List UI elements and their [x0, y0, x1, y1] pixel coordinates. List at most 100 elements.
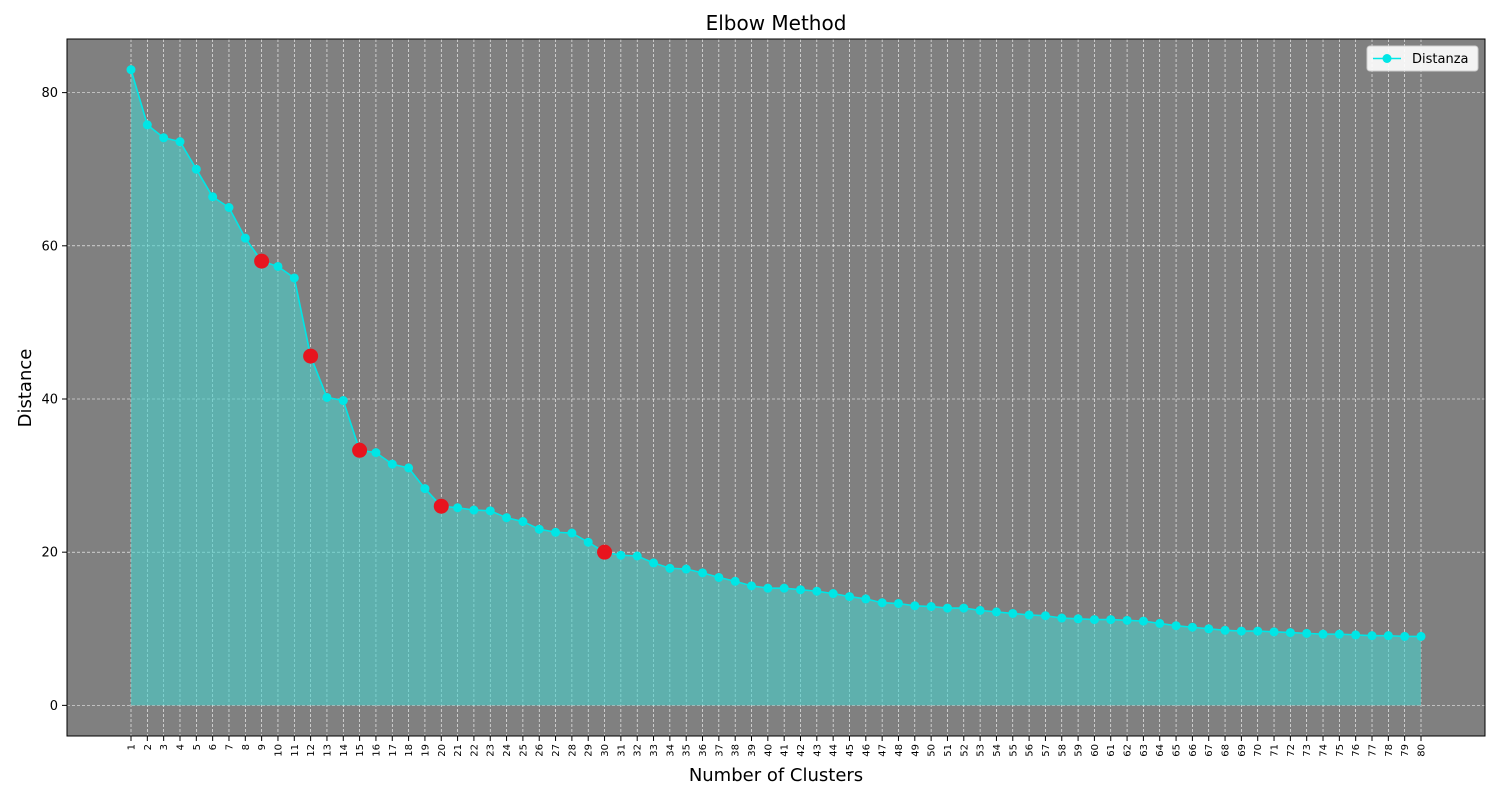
data-point — [1024, 610, 1034, 620]
y-axis-label: Distance — [15, 349, 36, 428]
x-tick-label: 53 — [976, 744, 987, 757]
x-tick-label: 77 — [1368, 744, 1379, 757]
data-point — [1171, 621, 1181, 631]
x-tick-label: 49 — [910, 744, 921, 757]
data-point — [387, 459, 397, 469]
data-point — [1057, 613, 1067, 623]
data-point — [322, 392, 332, 402]
x-tick-label: 61 — [1106, 744, 1117, 757]
x-tick-label: 19 — [420, 744, 431, 757]
x-tick-label: 63 — [1139, 744, 1150, 757]
x-tick-label: 75 — [1335, 744, 1346, 757]
legend-marker-swatch — [1382, 54, 1392, 63]
data-point — [1089, 615, 1099, 625]
data-point — [1253, 626, 1263, 636]
highlight-markers — [254, 253, 613, 560]
x-tick-label: 3 — [159, 744, 170, 750]
x-tick-label: 31 — [616, 744, 627, 757]
x-tick-label: 62 — [1123, 744, 1134, 757]
data-point — [1106, 615, 1116, 625]
plot-frame — [66, 38, 1486, 737]
data-point — [828, 589, 838, 599]
data-point — [926, 602, 936, 612]
x-tick-label: 21 — [453, 744, 464, 757]
x-axis-ticks: 1 2 3 4 5 6 7 8 9 10 11 12 13 14 15 16 17 18 19 20 21 22 23 24 2… — [127, 736, 1428, 757]
data-point — [1269, 627, 1279, 637]
data-point — [1383, 631, 1393, 641]
x-tick-label: 72 — [1286, 744, 1297, 757]
x-tick-label: 35 — [682, 744, 693, 757]
data-point — [469, 505, 479, 515]
highlight-point — [433, 498, 449, 514]
x-tick-label: 79 — [1400, 744, 1411, 757]
data-point — [893, 598, 903, 608]
x-tick-label: 11 — [290, 744, 301, 757]
data-point — [779, 583, 789, 593]
data-point — [338, 396, 348, 406]
data-point — [1073, 614, 1083, 624]
y-axis-ticks: 0 20 40 60 80 — [41, 86, 67, 714]
x-tick-label: 15 — [355, 744, 366, 757]
x-tick-label: 24 — [502, 744, 513, 757]
data-point — [191, 164, 201, 174]
data-point — [551, 527, 561, 537]
x-axis-label: Number of Clusters — [689, 765, 863, 786]
data-point — [583, 537, 593, 547]
x-tick-label: 30 — [600, 744, 611, 757]
data-point — [1416, 631, 1426, 641]
x-tick-label: 43 — [812, 744, 823, 757]
x-tick-label: 41 — [780, 744, 791, 757]
x-tick-label: 12 — [306, 744, 317, 757]
y-tick-label: 40 — [41, 392, 58, 407]
data-point — [453, 503, 463, 513]
data-point — [1187, 622, 1197, 632]
x-tick-label: 66 — [1188, 744, 1199, 757]
data-point — [1008, 608, 1018, 618]
data-point — [795, 585, 805, 595]
legend-box — [1366, 45, 1479, 72]
x-tick-label: 76 — [1351, 744, 1362, 757]
data-point — [1220, 625, 1230, 635]
x-tick-label: 20 — [437, 744, 448, 757]
y-tick-label: 60 — [41, 239, 58, 254]
x-tick-label: 36 — [698, 744, 709, 757]
data-point — [681, 564, 691, 574]
x-tick-label: 8 — [241, 744, 252, 750]
data-point — [420, 484, 430, 494]
data-point — [975, 605, 985, 615]
highlight-point — [303, 348, 319, 364]
data-point — [730, 576, 740, 586]
x-tick-label: 23 — [486, 744, 497, 757]
data-point — [1367, 631, 1377, 641]
x-tick-label: 32 — [633, 744, 644, 757]
highlight-point — [254, 253, 270, 269]
area-fill — [131, 69, 1421, 706]
x-tick-label: 80 — [1417, 744, 1428, 757]
data-point — [534, 524, 544, 534]
x-tick-label: 46 — [861, 744, 872, 757]
data-point — [142, 120, 152, 130]
x-tick-label: 44 — [829, 744, 840, 757]
x-tick-label: 34 — [665, 744, 676, 757]
x-tick-label: 47 — [878, 744, 889, 757]
x-tick-label: 67 — [1204, 744, 1215, 757]
x-tick-label: 7 — [224, 744, 235, 750]
data-point — [877, 598, 887, 608]
x-tick-label: 56 — [1025, 744, 1036, 757]
data-point — [159, 133, 169, 143]
x-tick-label: 51 — [943, 744, 954, 757]
x-tick-label: 71 — [1270, 744, 1281, 757]
x-tick-label: 39 — [747, 744, 758, 757]
x-tick-label: 42 — [796, 744, 807, 757]
data-point — [632, 551, 642, 561]
data-point — [1236, 626, 1246, 636]
x-tick-label: 18 — [404, 744, 415, 757]
x-tick-label: 27 — [551, 744, 562, 757]
data-point — [175, 137, 185, 147]
data-point — [959, 603, 969, 613]
data-point — [1155, 618, 1165, 628]
x-tick-label: 6 — [208, 744, 219, 750]
data-point — [208, 192, 218, 202]
data-point — [1122, 615, 1132, 625]
